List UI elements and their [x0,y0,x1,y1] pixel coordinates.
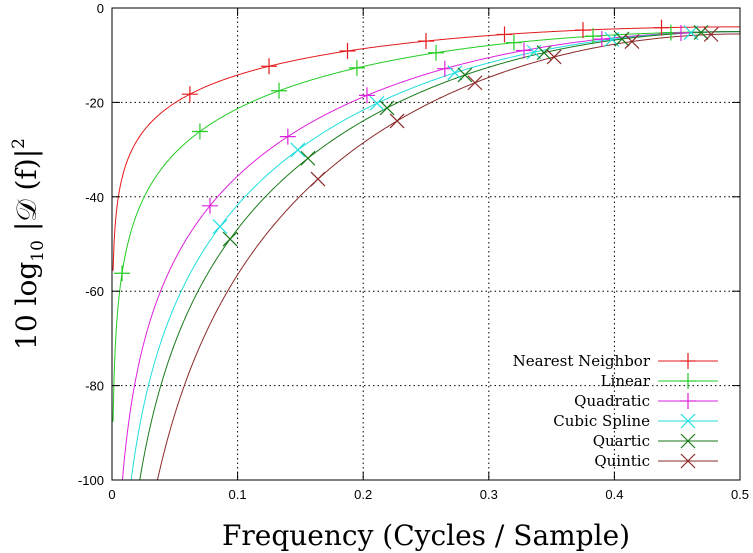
x-marker-b [447,65,463,81]
x-marker-b [290,142,306,158]
y-axis-title-sub: 10 [28,240,48,262]
x-marker-b [680,453,696,469]
x-marker-b [680,433,696,449]
x-marker-b [212,219,228,234]
x-marker-b [614,31,630,47]
x-marker-b [680,413,696,429]
legend-item-quintic: Quintic [594,452,718,470]
x-marker-b [693,24,709,40]
series-line-quintic [156,33,740,480]
legend-label: Quintic [594,452,650,470]
x-tick-label: 0.3 [480,487,498,502]
x-marker-b [369,95,385,111]
x-marker-b [604,31,620,47]
y-axis-title-main: 10 log [10,262,43,350]
y-axis-title-sup: 2 [9,138,29,149]
legend-label: Cubic Spline [553,412,650,430]
x-tick-label: 0.2 [354,487,372,502]
series-line-nearest-neighbor [112,26,740,271]
series-line-quartic [139,31,740,480]
markers [114,19,719,282]
y-tick-label: -100 [78,473,104,488]
x-tick-label: 0 [108,487,115,502]
series-markers-quintic [310,27,719,187]
x-marker-b [300,150,316,166]
x-tick-label: 0.5 [731,487,749,502]
x-marker-b [457,67,473,83]
series-line-cubic-spline [130,31,740,480]
series-line-linear [112,31,740,422]
series-markers-cubic-spline [212,25,699,234]
x-marker-b [222,231,238,247]
curves [112,26,740,480]
y-axis-title-rest: |𝒟 (f)| [10,149,43,240]
legend-label: Quartic [593,432,650,450]
series-markers-nearest-neighbor [181,19,670,103]
x-marker-b [536,45,552,61]
x-marker-b [546,49,562,65]
series-markers-linear [114,24,679,282]
legend-item-quadratic: Quadratic [574,392,718,410]
legend-label: Quadratic [574,392,650,410]
x-marker-b [389,113,405,129]
x-marker-b [624,34,640,49]
legend-item-nearest-neighbor: Nearest Neighbor [513,352,718,370]
plot-frame [111,7,741,481]
x-tick-label: 0.1 [229,487,247,502]
svg-text:10 log10 |𝒟 (f)|2: 10 log10 |𝒟 (f)|2 [9,138,48,350]
y-tick-label: -20 [85,95,104,110]
grid [112,8,740,480]
x-marker-b [683,25,699,41]
legend: Nearest Neighbor Linear Quadratic Cubic Spl… [513,352,718,470]
legend-label: Linear [601,372,651,390]
legend-item-cubic-spline: Cubic Spline [553,412,718,430]
x-marker-b [310,171,326,187]
x-axis-title: Frequency (Cycles / Sample) [222,519,630,552]
legend-item-quartic: Quartic [593,432,718,450]
ticks: 0 0.1 0.2 0.3 0.4 0.5 0 -20 -40 -60 -80 -100 [78,1,749,502]
y-tick-label: -60 [85,284,104,299]
x-tick-label: 0.4 [605,487,623,502]
x-marker-b [703,27,719,42]
legend-label: Nearest Neighbor [513,352,651,370]
series-markers-quadratic [201,24,689,214]
x-marker-b [467,75,483,91]
y-tick-label: 0 [97,1,104,16]
series-markers-quartic [222,24,709,247]
y-axis-title: 10 log10 |𝒟 (f)|2 [9,138,48,350]
x-marker-b [379,100,395,116]
y-tick-label: -80 [85,379,104,394]
legend-item-linear: Linear [601,372,718,390]
y-tick-label: -40 [85,190,104,205]
series-line-quadratic [121,31,740,480]
